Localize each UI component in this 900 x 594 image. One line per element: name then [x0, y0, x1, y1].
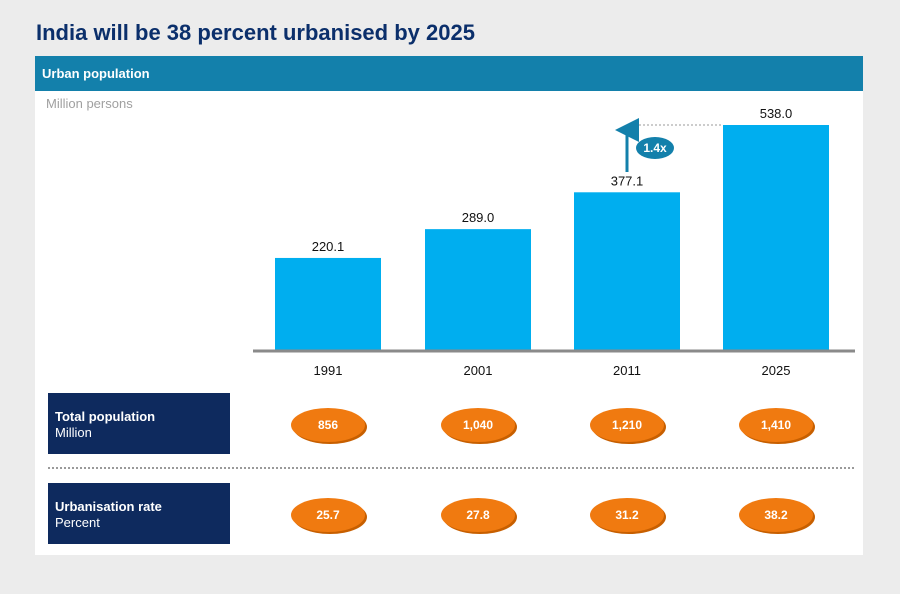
- row-title: Total population: [55, 409, 156, 424]
- urbanisation-rate-value: 38.2: [739, 498, 813, 532]
- total-population-value: 856: [291, 408, 365, 442]
- x-tick-label: 2011: [613, 363, 641, 378]
- total-population-label: Total population Million: [48, 393, 230, 454]
- panel-header: Urban population: [35, 56, 863, 91]
- urbanisation-rate-label: Urbanisation rate Percent: [48, 483, 230, 544]
- growth-badge-label: 1.4x: [643, 141, 667, 155]
- page-title: India will be 38 percent urbanised by 20…: [36, 20, 475, 45]
- total-population-value: 1,040: [441, 408, 515, 442]
- urbanisation-rate-value: 31.2: [590, 498, 664, 532]
- bar-value-label: 289.0: [462, 210, 495, 225]
- unit-label: Million persons: [46, 96, 133, 111]
- x-tick-label: 1991: [314, 363, 343, 378]
- row-title: Urbanisation rate: [55, 499, 162, 514]
- chart-panel: Urban population Million persons 220.1 28…: [35, 56, 863, 555]
- urbanisation-rate-value: 25.7: [291, 498, 365, 532]
- row-unit: Million: [55, 425, 92, 440]
- growth-badge: [636, 137, 674, 159]
- row-divider: [48, 467, 854, 469]
- bar-2001: [425, 229, 531, 350]
- bar-2025: [723, 125, 829, 350]
- bar-value-label: 220.1: [312, 239, 345, 254]
- x-tick-label: 2001: [464, 363, 493, 378]
- bar-value-label: 538.0: [760, 106, 793, 121]
- bar-2011: [574, 192, 680, 350]
- bar-value-label: 377.1: [611, 173, 644, 188]
- total-population-value: 1,410: [739, 408, 813, 442]
- bar-1991: [275, 257, 381, 350]
- urbanisation-rate-value: 27.8: [441, 498, 515, 532]
- row-unit: Percent: [55, 515, 100, 530]
- bar-chart: 220.1 289.0 377.1 538.0 1991 2001 2011 2025 1.…: [253, 106, 855, 378]
- x-tick-label: 2025: [762, 363, 791, 378]
- total-population-value: 1,210: [590, 408, 664, 442]
